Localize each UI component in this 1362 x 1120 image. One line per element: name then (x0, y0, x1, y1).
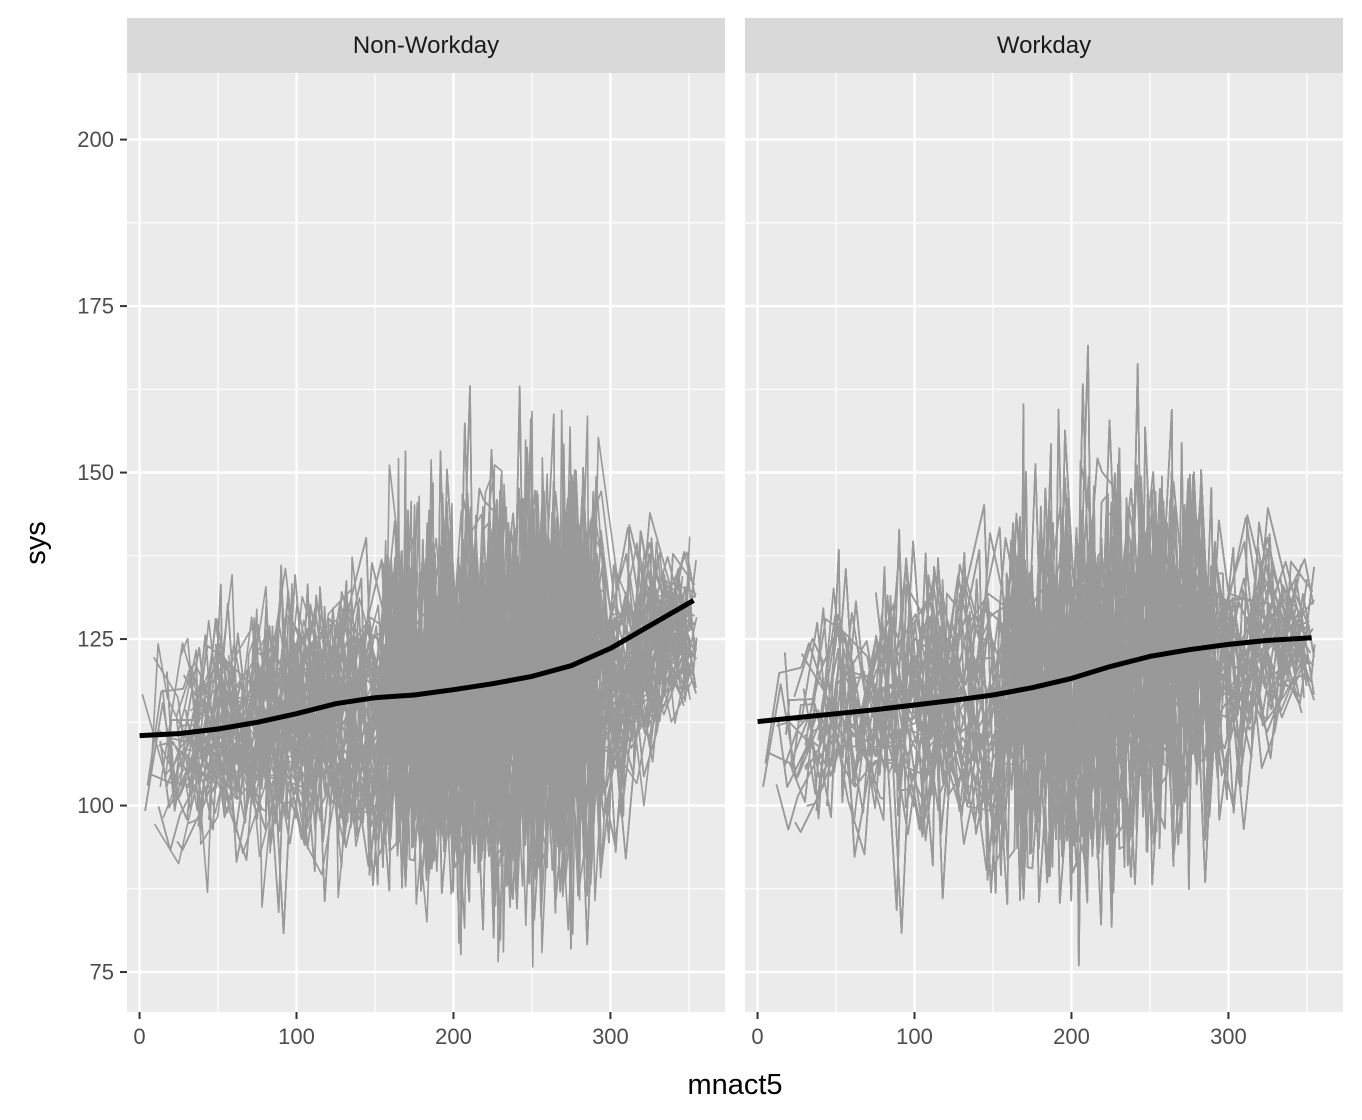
smooth-line-non-workday (139, 598, 695, 739)
smooth-line-workday (757, 635, 1312, 725)
y-axis: 75 100 125 150 175 200 (77, 127, 127, 985)
strip-workday (745, 18, 1343, 73)
panel-workday: Workday 0 100 200 300 (745, 18, 1343, 1049)
raw-series-line (762, 521, 1305, 909)
raw-series-line (875, 457, 1310, 904)
y-tick-label: 200 (77, 127, 114, 152)
raw-series-workday (762, 344, 1316, 967)
x-tick-label: 200 (435, 1024, 472, 1049)
y-tick-label: 150 (77, 460, 114, 485)
x-tick-label: 300 (1210, 1024, 1247, 1049)
strip-label-non-workday: Non-Workday (353, 32, 499, 59)
y-tick-label: 175 (77, 294, 114, 319)
x-tick-label: 300 (592, 1024, 629, 1049)
x-tick-label: 100 (896, 1024, 933, 1049)
raw-series-line (188, 474, 691, 887)
raw-series-non-workday (141, 385, 698, 968)
y-tick-label: 125 (77, 627, 114, 652)
x-axis-non-workday: 0 100 200 300 (133, 1012, 629, 1049)
raw-series-line (171, 509, 686, 939)
x-axis-workday: 0 100 200 300 (751, 1012, 1247, 1049)
x-tick-label: 100 (278, 1024, 315, 1049)
smooth-series-non-workday (139, 598, 695, 739)
strip-label-workday: Workday (997, 32, 1091, 59)
strip-non-workday (127, 18, 725, 73)
y-axis-title: sys (20, 521, 52, 565)
y-tick-label: 75 (90, 960, 114, 985)
panel-non-workday: Non-Workday 0 100 200 300 (127, 18, 725, 1049)
smooth-series-workday (757, 635, 1312, 725)
x-tick-label: 0 (751, 1024, 763, 1049)
x-tick-label: 0 (133, 1024, 145, 1049)
x-tick-label: 200 (1053, 1024, 1090, 1049)
x-axis-title: mnact5 (687, 1069, 782, 1101)
raw-series-line (166, 443, 676, 950)
raw-series-line (911, 344, 1315, 861)
y-tick-label: 100 (77, 793, 114, 818)
